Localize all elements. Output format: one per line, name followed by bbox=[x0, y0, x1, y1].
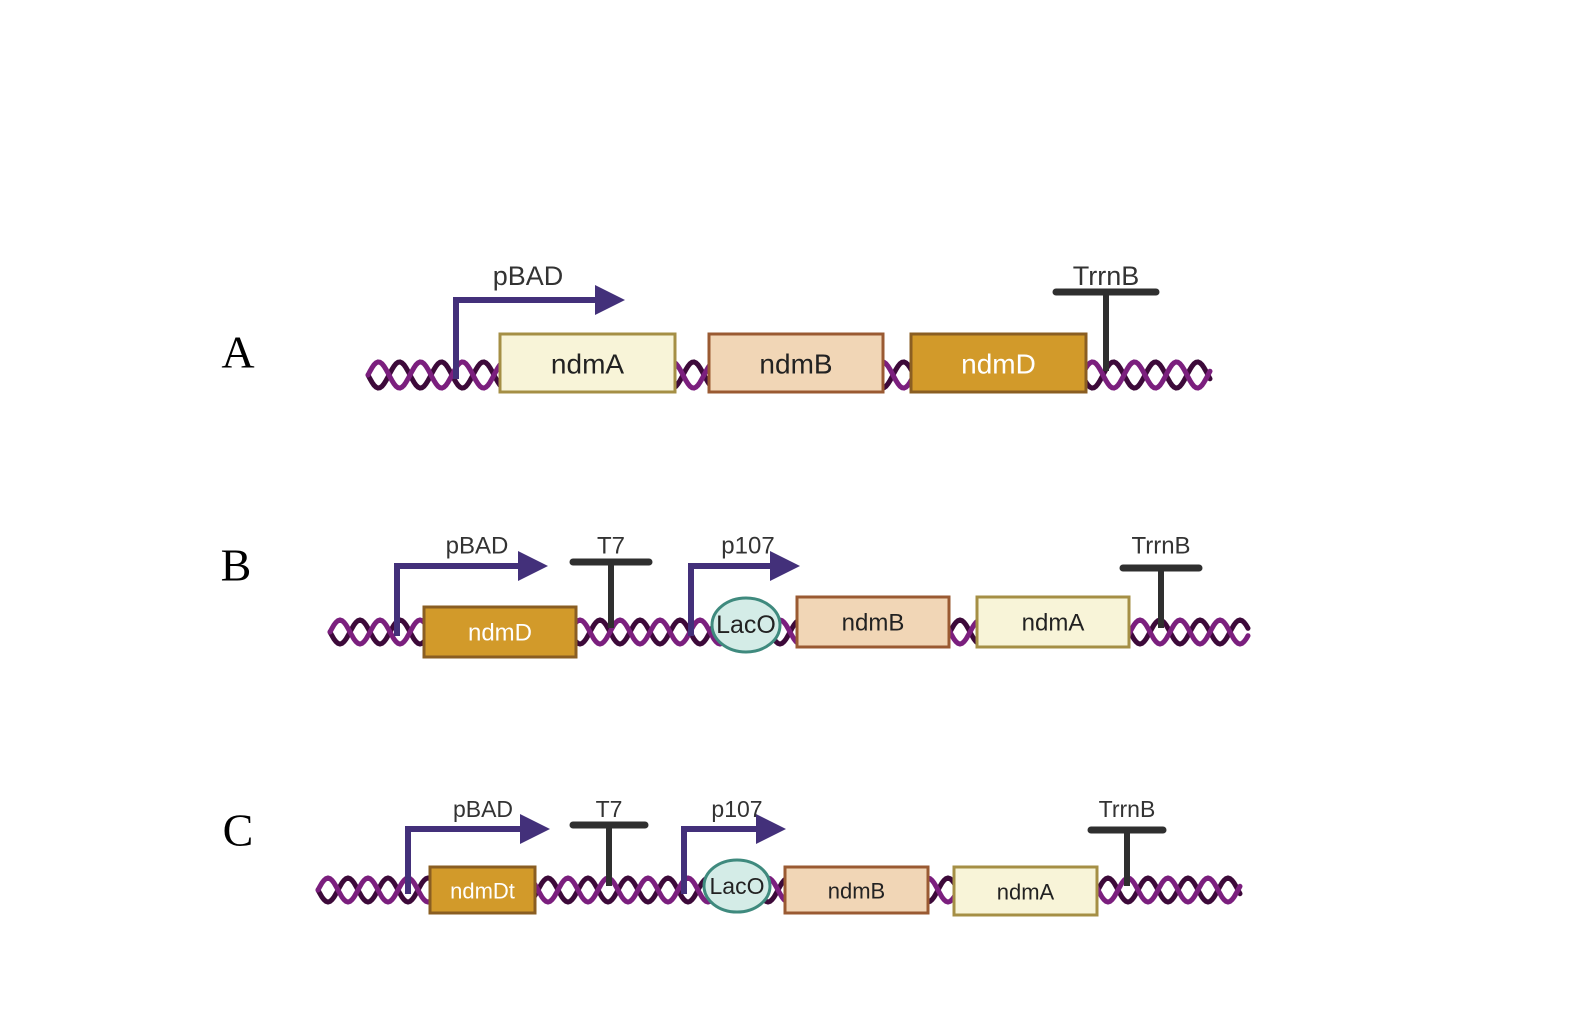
operator-laco: LacO bbox=[710, 596, 782, 654]
panel-letter: C bbox=[223, 805, 254, 856]
promoter-arrow-icon bbox=[688, 551, 800, 636]
gene-ndmb: ndmB bbox=[795, 595, 951, 649]
gene-box bbox=[428, 865, 537, 915]
promoter-pbad bbox=[453, 285, 625, 379]
promoter-label: p107 bbox=[711, 796, 762, 822]
operator-shape bbox=[702, 858, 772, 914]
operator-shape bbox=[710, 596, 782, 654]
gene-box bbox=[707, 332, 885, 394]
terminator-trrnb bbox=[1052, 288, 1160, 371]
gene-box bbox=[498, 332, 677, 394]
gene-ndma: ndmA bbox=[952, 865, 1099, 917]
promoter-label: pBAD bbox=[446, 533, 509, 560]
gene-ndmd: ndmD bbox=[909, 332, 1088, 394]
gene-label: ndmDt bbox=[450, 879, 515, 904]
terminator-label: TrrnB bbox=[1073, 261, 1140, 291]
gene-label: ndmA bbox=[551, 349, 624, 380]
gene-label: ndmB bbox=[759, 349, 832, 380]
promoter-label: p107 bbox=[721, 533, 774, 560]
panel-letter: B bbox=[221, 540, 252, 591]
gene-ndmb: ndmB bbox=[707, 332, 885, 394]
gene-ndmd: ndmD bbox=[422, 605, 578, 659]
promoter-p107 bbox=[681, 814, 786, 894]
promoter-label: pBAD bbox=[453, 796, 513, 822]
parts-layer: ndmA ndmB ndmD LacO ndmD ndmB ndmA LacO ndmDt ndm… bbox=[394, 285, 1203, 917]
terminator-trrnb bbox=[1119, 564, 1203, 628]
operator-laco: LacO bbox=[702, 858, 772, 914]
gene-label: ndmD bbox=[468, 620, 532, 647]
promoter-pbad bbox=[405, 814, 550, 894]
gene-box bbox=[783, 865, 930, 915]
operator-label: LacO bbox=[716, 611, 776, 639]
terminator-label: T7 bbox=[596, 796, 623, 822]
gene-box bbox=[795, 595, 951, 649]
terminator-t7 bbox=[569, 558, 653, 628]
construct-panel-c: LacO ndmDt ndmB ndmA bbox=[405, 814, 1167, 917]
promoter-arrow-icon bbox=[394, 551, 548, 636]
operator-label: LacO bbox=[710, 873, 765, 899]
terminator-label: TrrnB bbox=[1131, 533, 1190, 560]
gene-ndma: ndmA bbox=[975, 595, 1131, 649]
gene-box bbox=[975, 595, 1131, 649]
gene-label: ndmB bbox=[842, 610, 905, 637]
gene-box bbox=[422, 605, 578, 659]
gene-ndma: ndmA bbox=[498, 332, 677, 394]
gene-label: ndmD bbox=[961, 349, 1036, 380]
gene-ndmdt: ndmDt bbox=[428, 865, 537, 915]
gene-label: ndmB bbox=[828, 879, 885, 904]
promoter-p107 bbox=[688, 551, 800, 636]
gene-ndmb: ndmB bbox=[783, 865, 930, 915]
gene-box bbox=[909, 332, 1088, 394]
construct-panel-b: LacO ndmD ndmB ndmA bbox=[394, 551, 1203, 659]
terminator-label: TrrnB bbox=[1099, 796, 1156, 822]
promoter-pbad bbox=[394, 551, 548, 636]
promoter-arrow-icon bbox=[453, 285, 625, 379]
gene-label: ndmA bbox=[997, 880, 1055, 905]
construct-panel-a: ndmA ndmB ndmD bbox=[453, 285, 1160, 394]
terminator-t7 bbox=[569, 821, 649, 886]
terminator-label: T7 bbox=[597, 533, 625, 560]
promoter-arrow-icon bbox=[681, 814, 786, 894]
terminator-trrnb bbox=[1087, 826, 1167, 886]
gene-label: ndmA bbox=[1022, 610, 1085, 637]
panel-letter: A bbox=[221, 327, 254, 378]
gene-box bbox=[952, 865, 1099, 917]
promoter-arrow-icon bbox=[405, 814, 550, 894]
promoter-label: pBAD bbox=[493, 261, 564, 291]
